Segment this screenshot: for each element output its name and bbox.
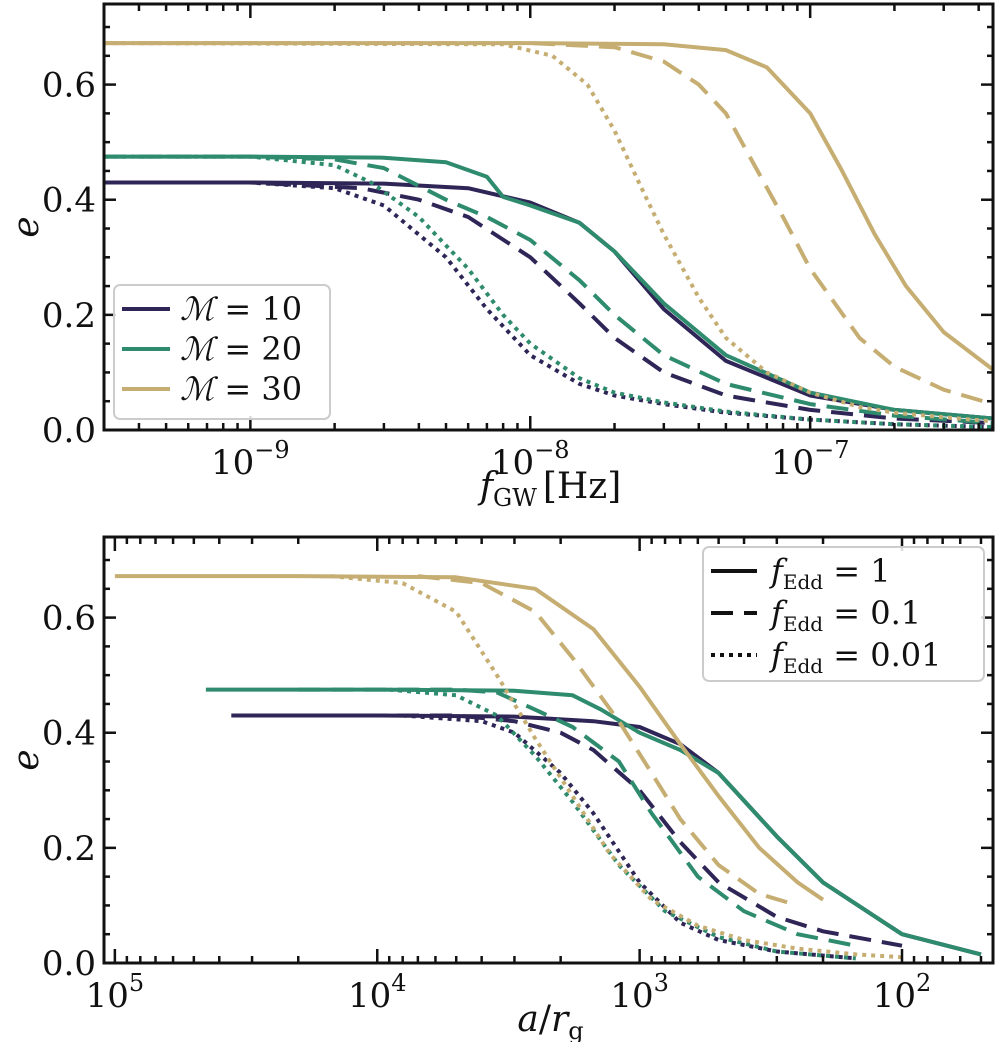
series-group [114,574,982,961]
x-tick-label: 102 [873,969,932,1016]
x-tick-label: 105 [86,969,145,1016]
plot-frame [102,535,995,965]
y-tick-label: 0.0 [42,944,96,984]
series-line-m10-dashed [104,180,993,426]
y-tick-label: 0.4 [42,714,96,754]
y-tick-label: 0.2 [42,296,96,336]
x-axis-label: a/rg [517,999,583,1042]
x-tick-label: 103 [610,969,669,1016]
x-tick-label: 104 [348,969,407,1016]
series-line-m20-dotted [104,154,993,430]
legend-label: ℳ = 20 [180,330,302,368]
x-axis-label: fGW [Hz] [477,466,622,512]
series-line-m30-dashed [104,41,993,407]
legend-label: ℳ = 10 [180,290,302,328]
series-group [104,41,993,430]
series-line-m10-dashed [331,713,903,948]
y-tick-label: 0.0 [42,411,96,451]
series-line-m30-solid [114,574,825,902]
y-tick-label: 0.6 [42,66,96,106]
y-tick-label: 0.2 [42,829,96,869]
y-axis-label: e [6,749,47,770]
legend-label: fEdd = 0.1 [769,594,921,636]
legend-label: ℳ = 30 [180,370,302,408]
series-line-m30-solid [104,41,993,372]
legend-box [702,546,985,682]
series-line-m20-solid [205,687,982,957]
x-tick-label: 10−7 [771,436,850,483]
legend-box [113,284,331,420]
y-tick-label: 0.4 [42,181,96,221]
x-tick-label: 10−8 [491,436,570,483]
series-line-m30-dashed [417,574,799,908]
x-tick-label: 10−9 [211,436,290,483]
series-line-m20-dotted [389,687,856,961]
y-tick-label: 0.6 [42,599,96,639]
series-line-m20-dashed [298,687,857,948]
series-line-m20-solid [104,154,993,421]
plot-frame [102,2,995,432]
series-line-m20-dashed [104,154,993,426]
y-axis-label: e [6,216,47,237]
